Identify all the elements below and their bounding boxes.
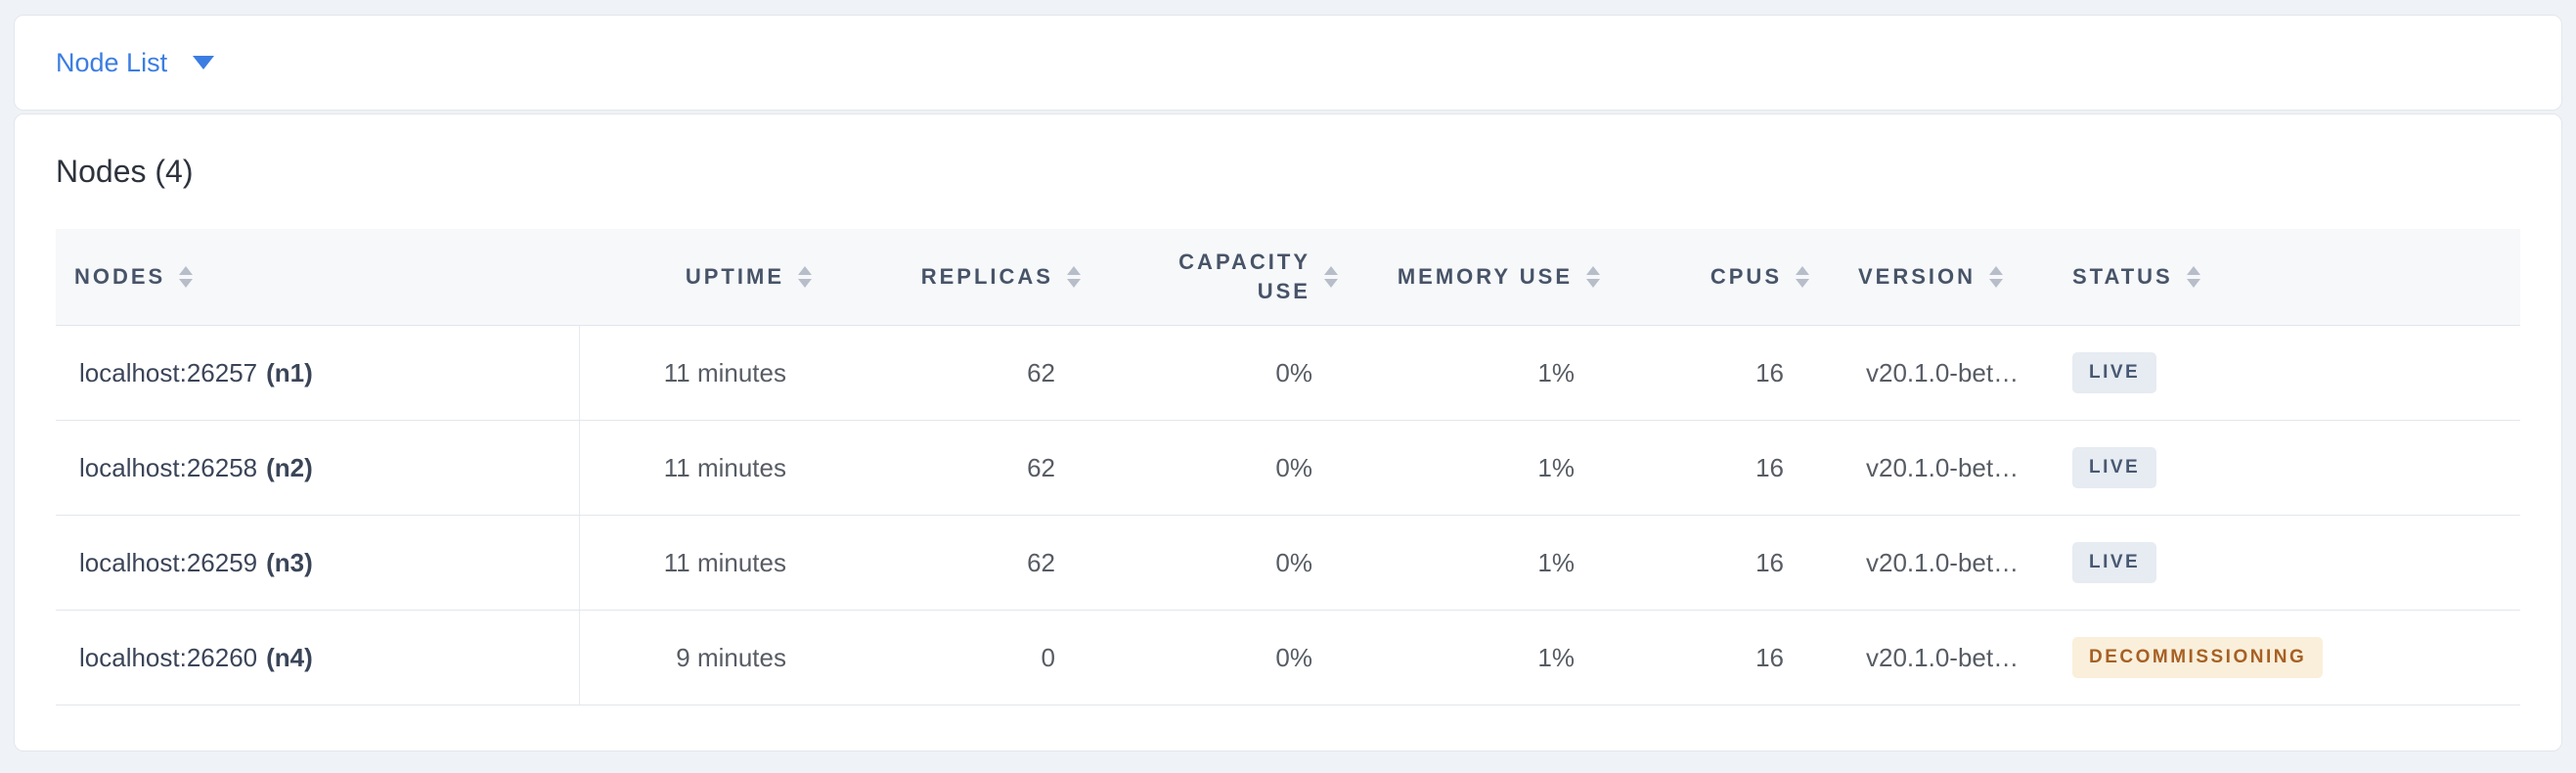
cell-memory-use: 1% — [1537, 642, 1575, 672]
nodes-table: NODES UPTIME REPLICAS CAPACITY USE MEMOR… — [56, 229, 2520, 705]
cell-cpus: 16 — [1755, 547, 1784, 577]
column-header-label: REPLICAS — [920, 264, 1053, 289]
cell-node-address: localhost:26259 (n3) — [56, 516, 580, 610]
cell-status: DECOMMISSIONING — [2045, 611, 2520, 705]
sort-icon — [798, 266, 812, 288]
cell-uptime: 11 minutes — [663, 357, 786, 387]
column-header-capacity-use[interactable]: CAPACITY USE — [1093, 229, 1351, 325]
sort-icon — [1324, 266, 1338, 288]
table-row[interactable]: localhost:26260 (n4) 9 minutes 0 0% 1% 1… — [56, 610, 2520, 705]
status-badge: LIVE — [2072, 541, 2157, 584]
column-header-label: VERSION — [1858, 264, 1976, 289]
cell-replicas: 0 — [1041, 642, 1055, 672]
cell-replicas: 62 — [1027, 357, 1055, 387]
page: Node List Nodes (4) NODES UPTIME REPLICA… — [14, 15, 2562, 751]
cell-cpus: 16 — [1755, 452, 1784, 482]
cell-status: LIVE — [2045, 421, 2520, 515]
nodes-card: Nodes (4) NODES UPTIME REPLICAS CAPACITY… — [14, 114, 2562, 751]
cell-capacity-use: 0% — [1275, 452, 1312, 482]
sort-icon — [2186, 266, 2200, 288]
column-header-label: STATUS — [2072, 264, 2173, 289]
caret-down-icon — [193, 56, 215, 69]
cell-cpus: 16 — [1755, 357, 1784, 387]
node-id: (n4) — [266, 642, 313, 672]
node-id: (n1) — [266, 357, 313, 387]
cell-uptime: 11 minutes — [663, 452, 786, 482]
cell-memory-use: 1% — [1537, 357, 1575, 387]
cell-cpus: 16 — [1755, 642, 1784, 672]
status-badge: LIVE — [2072, 446, 2157, 489]
node-address: localhost:26257 — [79, 357, 258, 387]
column-header-replicas[interactable]: REPLICAS — [824, 229, 1093, 325]
view-dropdown[interactable]: Node List — [56, 47, 215, 78]
cell-node-address: localhost:26258 (n2) — [56, 421, 580, 515]
cell-uptime: 11 minutes — [663, 547, 786, 577]
node-address: localhost:26260 — [79, 642, 258, 672]
node-address: localhost:26258 — [79, 452, 258, 482]
node-id: (n2) — [266, 452, 313, 482]
cell-memory-use: 1% — [1537, 452, 1575, 482]
cell-version: v20.1.0-bet… — [1866, 357, 2020, 387]
status-badge: LIVE — [2072, 351, 2157, 394]
node-id: (n3) — [266, 547, 313, 577]
sort-icon — [1796, 266, 1809, 288]
sort-icon — [179, 266, 194, 288]
cell-replicas: 62 — [1027, 452, 1055, 482]
cell-node-address: localhost:26260 (n4) — [56, 611, 580, 705]
cell-version: v20.1.0-bet… — [1866, 452, 2020, 482]
cell-uptime: 9 minutes — [676, 642, 786, 672]
cell-memory-use: 1% — [1537, 547, 1575, 577]
cell-node-address: localhost:26257 (n1) — [56, 326, 580, 420]
cell-capacity-use: 0% — [1275, 547, 1312, 577]
table-row[interactable]: localhost:26259 (n3) 11 minutes 62 0% 1%… — [56, 515, 2520, 610]
column-header-label: NODES — [74, 264, 166, 289]
table-row[interactable]: localhost:26258 (n2) 11 minutes 62 0% 1%… — [56, 420, 2520, 515]
column-header-version[interactable]: VERSION — [1822, 229, 2045, 325]
view-dropdown-label: Node List — [56, 47, 168, 77]
cell-status: LIVE — [2045, 516, 2520, 610]
sort-icon — [1067, 266, 1081, 288]
column-header-cpus[interactable]: CPUS — [1613, 229, 1822, 325]
column-header-label: MEMORY USE — [1397, 264, 1573, 289]
page-title: Nodes (4) — [56, 154, 194, 189]
status-badge: DECOMMISSIONING — [2072, 636, 2324, 679]
table-row[interactable]: localhost:26257 (n1) 11 minutes 62 0% 1%… — [56, 325, 2520, 420]
table-header-row: NODES UPTIME REPLICAS CAPACITY USE MEMOR… — [56, 229, 2520, 325]
view-selector-bar: Node List — [14, 15, 2562, 111]
column-header-memory-use[interactable]: MEMORY USE — [1351, 229, 1613, 325]
column-header-label: UPTIME — [685, 264, 784, 289]
cell-capacity-use: 0% — [1275, 642, 1312, 672]
cell-capacity-use: 0% — [1275, 357, 1312, 387]
sort-icon — [1989, 266, 2004, 288]
column-header-label: CAPACITY USE — [1178, 250, 1310, 303]
column-header-nodes[interactable]: NODES — [56, 229, 580, 325]
column-header-status[interactable]: STATUS — [2045, 229, 2520, 325]
column-header-uptime[interactable]: UPTIME — [580, 229, 824, 325]
cell-status: LIVE — [2045, 326, 2520, 420]
sort-icon — [1586, 266, 1600, 288]
cell-version: v20.1.0-bet… — [1866, 642, 2020, 672]
node-address: localhost:26259 — [79, 547, 258, 577]
column-header-label: CPUS — [1710, 264, 1782, 289]
cell-version: v20.1.0-bet… — [1866, 547, 2020, 577]
cell-replicas: 62 — [1027, 547, 1055, 577]
